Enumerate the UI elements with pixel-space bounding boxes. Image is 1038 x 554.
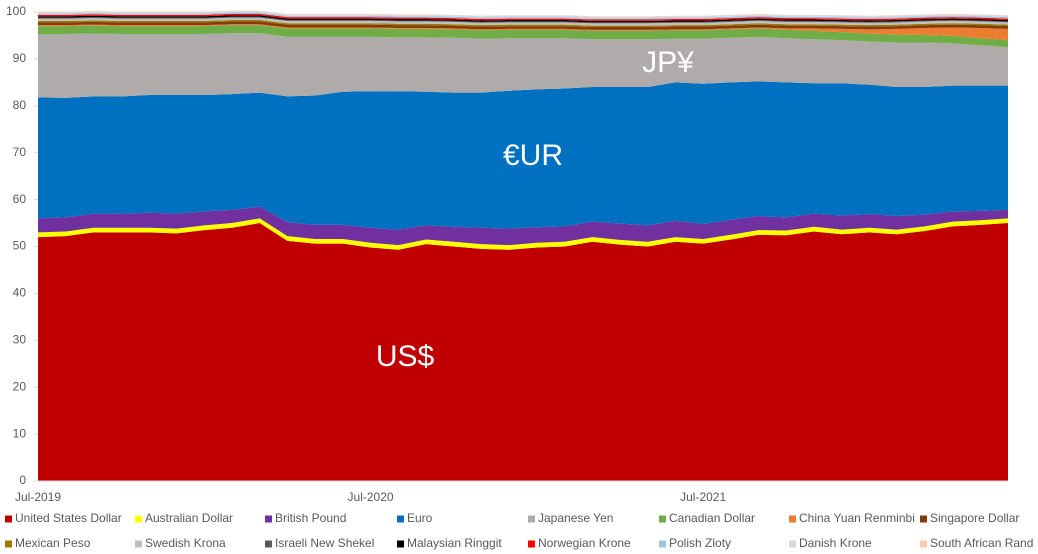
area — [38, 81, 1008, 230]
legend-label: Israeli New Shekel — [275, 536, 374, 550]
legend-swatch — [265, 540, 272, 548]
legend-swatch — [659, 515, 666, 523]
legend-swatch — [5, 515, 12, 523]
area — [38, 24, 1008, 41]
legend-swatch — [789, 515, 796, 523]
legend-label: Swedish Krona — [145, 536, 226, 550]
area — [38, 206, 1008, 246]
legend-label: Malaysian Ringgit — [407, 536, 502, 550]
legend-swatch — [135, 515, 142, 523]
legend-label: Australian Dollar — [145, 511, 233, 525]
legend-label: Mexican Peso — [15, 536, 91, 550]
legend-swatch — [920, 515, 927, 523]
legend-label: Danish Krone — [799, 536, 872, 550]
y-tick-label: 90 — [13, 51, 27, 65]
area — [38, 12, 1008, 20]
area — [38, 11, 1008, 19]
area — [38, 21, 1008, 30]
area — [38, 15, 1008, 23]
legend-label: Singapore Dollar — [930, 511, 1019, 525]
legend-label: Euro — [407, 511, 433, 525]
annotation: US$ — [376, 340, 435, 373]
legend-swatch — [265, 515, 272, 523]
legend-swatch — [5, 540, 12, 548]
area — [38, 33, 1008, 98]
legend-label: Polish Zloty — [669, 536, 731, 550]
y-tick-label: 50 — [13, 239, 27, 253]
annotation: JP¥ — [642, 46, 694, 79]
area — [38, 10, 1008, 17]
y-tick-label: 100 — [6, 4, 26, 18]
legend-label: Canadian Dollar — [669, 511, 755, 525]
legend-swatch — [397, 515, 404, 523]
legend-swatch — [397, 540, 404, 548]
y-tick-label: 40 — [13, 286, 27, 300]
y-tick-label: 70 — [13, 145, 27, 159]
area — [38, 16, 1008, 24]
area — [38, 13, 1008, 21]
legend-label: Japanese Yen — [538, 511, 613, 525]
legend-swatch — [528, 515, 535, 523]
legend-swatch — [659, 540, 666, 548]
legend-label: United States Dollar — [15, 511, 122, 525]
y-tick-label: 0 — [19, 473, 26, 487]
annotation: €UR — [503, 139, 563, 172]
x-tick-label: Jul-2019 — [15, 490, 61, 504]
legend-swatch — [135, 540, 142, 548]
y-tick-label: 30 — [13, 332, 27, 346]
x-tick-label: Jul-2021 — [680, 490, 726, 504]
area — [38, 25, 1008, 48]
area — [38, 17, 1008, 26]
y-tick-label: 60 — [13, 192, 27, 206]
y-tick-label: 80 — [13, 98, 27, 112]
legend-label: China Yuan Renminbi — [799, 511, 915, 525]
area — [38, 19, 1008, 28]
y-tick-label: 10 — [13, 426, 27, 440]
legend-swatch — [920, 540, 927, 548]
area — [38, 223, 1008, 482]
legend-swatch — [789, 540, 796, 548]
x-tick-label: Jul-2020 — [348, 490, 394, 504]
legend-label: Norwegian Krone — [538, 536, 631, 550]
legend-swatch — [528, 540, 535, 548]
legend-label: South African Rand — [930, 536, 1033, 550]
y-tick-label: 20 — [13, 379, 27, 393]
legend-label: British Pound — [275, 511, 346, 525]
